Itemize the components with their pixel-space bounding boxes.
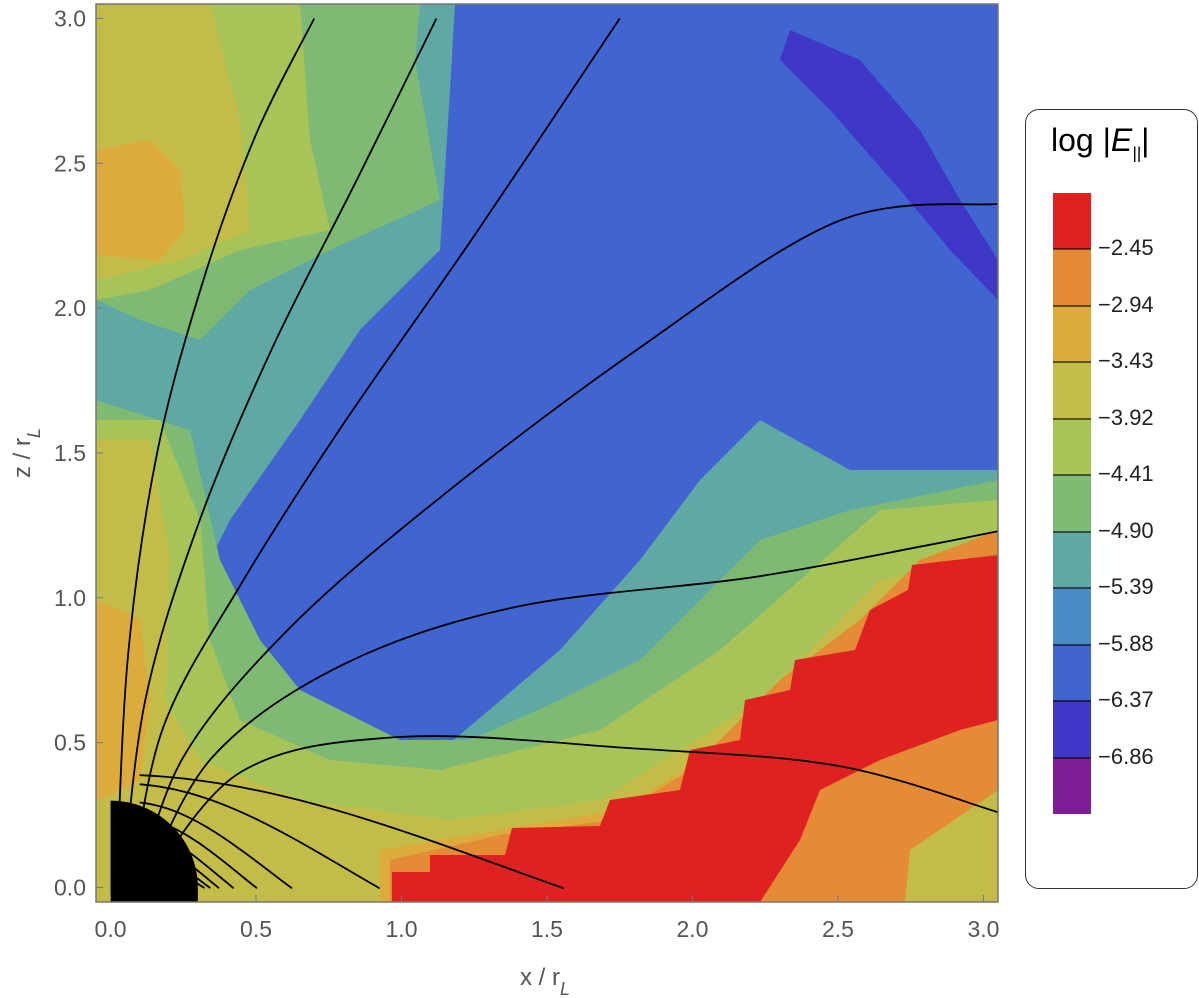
x-axis-title: x / rL bbox=[520, 964, 570, 998]
colorbar-level-label: −5.88 bbox=[1098, 630, 1154, 656]
colorbar-tick bbox=[1053, 756, 1091, 759]
region-blue-mid bbox=[320, 360, 560, 560]
colorbar-level-label: −6.86 bbox=[1098, 743, 1154, 769]
field-lines bbox=[115, 17, 998, 889]
colorbar-swatch bbox=[1053, 701, 1091, 759]
x-tick-label: 0.0 bbox=[95, 916, 127, 942]
x-tick-label: 3.0 bbox=[967, 916, 999, 942]
open-field-line bbox=[135, 202, 998, 888]
open-field-line bbox=[115, 18, 316, 888]
axis-ticks: 0.0 0.5 1.0 1.5 2.0 2.5 3.0 0.0 0.5 1.0 1.5 2.0 2.5 3… bbox=[54, 5, 999, 942]
colorbar-tick bbox=[1053, 361, 1091, 364]
region-orange bbox=[390, 530, 998, 902]
contour-fill bbox=[96, 4, 998, 902]
colorbar-tick bbox=[1053, 643, 1091, 646]
region-ygreen bbox=[96, 4, 998, 902]
open-field-line bbox=[144, 735, 998, 889]
colorbar-swatch bbox=[1053, 305, 1091, 363]
closed-field-line bbox=[139, 774, 564, 889]
y-tick-label: 2.0 bbox=[54, 295, 86, 321]
y-axis-title: z / rL bbox=[9, 428, 44, 478]
colorbar-legend bbox=[1025, 109, 1198, 889]
x-tick-label: 1.5 bbox=[531, 916, 563, 942]
colorbar-level-label: −3.92 bbox=[1098, 404, 1154, 430]
y-tick-label: 1.0 bbox=[54, 585, 86, 611]
closed-field-line bbox=[139, 801, 293, 889]
colorbar-swatch bbox=[1053, 531, 1091, 589]
x-tick-label: 2.0 bbox=[676, 916, 708, 942]
colorbar-level-label: −4.41 bbox=[1098, 461, 1154, 487]
open-field-line bbox=[130, 17, 621, 888]
region-indigo bbox=[780, 30, 998, 300]
colorbar-swatches bbox=[1053, 193, 1091, 815]
colorbar-level-label: −2.45 bbox=[1098, 235, 1154, 261]
colorbar-level-label: −4.90 bbox=[1098, 517, 1154, 543]
y-tick-label: 1.5 bbox=[54, 440, 86, 466]
open-field-line bbox=[141, 530, 998, 888]
colorbar-swatch bbox=[1053, 193, 1091, 250]
colorbar-tick bbox=[1053, 530, 1091, 533]
colorbar-tick bbox=[1053, 248, 1091, 251]
colorbar-tick bbox=[1053, 304, 1091, 307]
region-red bbox=[392, 555, 998, 902]
colorbar-tick bbox=[1053, 700, 1091, 703]
star-disk bbox=[110, 800, 198, 902]
open-field-line bbox=[121, 18, 438, 888]
colorbar-title: log |E||| bbox=[1051, 122, 1150, 163]
colorbar-swatch bbox=[1053, 475, 1091, 533]
colorbar-swatch bbox=[1053, 362, 1091, 420]
colorbar-level-label: −5.39 bbox=[1098, 574, 1154, 600]
colorbar-swatch bbox=[1053, 757, 1091, 815]
closed-field-line bbox=[139, 783, 380, 889]
colorbar-swatch bbox=[1053, 588, 1091, 646]
y-tick-label: 3.0 bbox=[54, 5, 86, 31]
colorbar-level-label: −6.37 bbox=[1098, 687, 1154, 713]
colorbar-tick bbox=[1053, 417, 1091, 420]
y-tick-label: 2.5 bbox=[54, 150, 86, 176]
x-tick-label: 1.0 bbox=[386, 916, 418, 942]
colorbar-swatch bbox=[1053, 644, 1091, 702]
x-tick-label: 2.5 bbox=[822, 916, 854, 942]
x-tick-label: 0.5 bbox=[240, 916, 272, 942]
colorbar-swatch bbox=[1053, 418, 1091, 476]
y-tick-label: 0.5 bbox=[54, 730, 86, 756]
y-tick-label: 0.0 bbox=[54, 875, 86, 901]
colorbar-tick bbox=[1053, 474, 1091, 477]
colorbar-level-label: −2.94 bbox=[1098, 291, 1154, 317]
colorbar-level-label: −3.43 bbox=[1098, 348, 1154, 374]
region-yellow-corner bbox=[905, 790, 998, 902]
colorbar-swatch bbox=[1053, 249, 1091, 307]
colorbar-tick bbox=[1053, 587, 1091, 590]
region-blue-low bbox=[320, 560, 430, 700]
